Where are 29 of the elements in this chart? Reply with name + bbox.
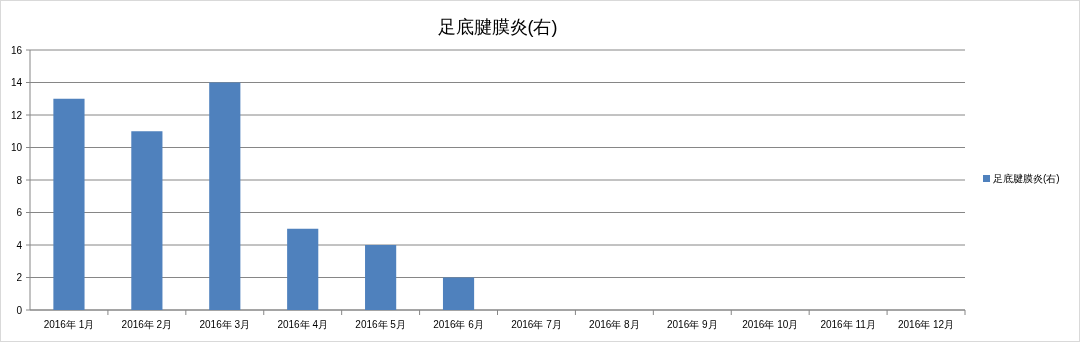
chart-title: 足底腱膜炎(右) xyxy=(437,17,558,37)
x-tick-label: 2016年 7月 xyxy=(511,319,562,330)
y-tick-label: 0 xyxy=(16,304,23,316)
x-tick-label: 2016年 4月 xyxy=(277,319,329,330)
x-tick-label: 2016年 8月 xyxy=(589,319,640,330)
legend-label: 足底腱膜炎(右) xyxy=(993,173,1060,184)
bar xyxy=(287,228,319,310)
y-tick-label: 6 xyxy=(16,207,23,218)
x-tick-label: 2016年 12月 xyxy=(897,319,955,330)
bar xyxy=(442,277,475,310)
y-tick-label: 2 xyxy=(16,272,23,283)
x-tick-label: 2016年 1月 xyxy=(43,319,95,330)
y-tick-label: 10 xyxy=(10,142,23,153)
y-tick-label: 4 xyxy=(16,239,23,251)
x-tick-label: 2016年 5月 xyxy=(355,319,406,330)
x-tick-label: 2016年 6月 xyxy=(433,319,484,330)
x-tick-label: 2016年 11月 xyxy=(820,319,876,330)
x-tick-label: 2016年 2月 xyxy=(121,319,173,330)
bar xyxy=(53,98,85,310)
y-tick-label: 16 xyxy=(10,44,23,56)
x-tick-label: 2016年 9月 xyxy=(666,319,718,330)
bar xyxy=(365,245,397,310)
y-tick-label: 12 xyxy=(10,109,23,121)
x-tick-label: 2016年 10月 xyxy=(742,319,799,330)
y-tick-label: 14 xyxy=(10,77,23,88)
y-tick-label: 8 xyxy=(16,174,23,186)
bar xyxy=(131,131,163,310)
bar xyxy=(209,82,241,310)
x-tick-label: 2016年 3月 xyxy=(199,319,251,330)
